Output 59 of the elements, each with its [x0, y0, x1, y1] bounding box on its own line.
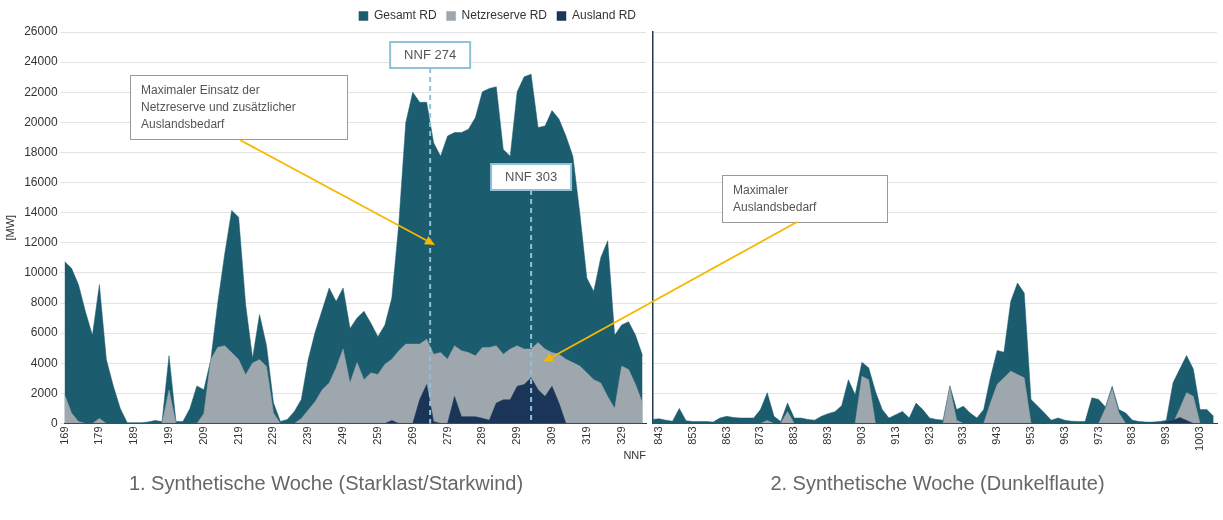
callout-box: Maximaler Einsatz der Netzreserve und zusätzlicher Auslandsbedarf: [130, 75, 348, 140]
y-tick-label: 24000: [24, 54, 58, 69]
y-tick-label: 2000: [30, 385, 58, 400]
x-tick-label: 199: [162, 426, 175, 445]
y-tick-label: 14000: [24, 204, 58, 219]
callout-box: Maximaler Auslandsbedarf: [722, 175, 888, 223]
x-tick-label: 299: [510, 426, 523, 445]
x-tick-label: 279: [440, 426, 453, 445]
y-tick-label: 6000: [30, 325, 58, 340]
x-tick-label: 329: [614, 426, 627, 445]
legend-label: Netzreserve RD: [461, 8, 548, 23]
x-tick-label: 309: [545, 426, 558, 445]
ref-line-label: NNF 274: [404, 46, 457, 62]
legend-label: Gesamt RD: [373, 8, 437, 23]
x-tick-label: 169: [57, 426, 70, 445]
x-tick-label: 319: [579, 426, 592, 445]
text: 1. Synthetische Woche (Starklast/Starkwind): [127, 472, 525, 495]
y-tick-label: 12000: [24, 235, 58, 250]
x-tick-label: 933: [956, 426, 969, 445]
x-tick-label: 239: [301, 426, 314, 445]
y-tick-label: 16000: [24, 174, 58, 189]
x-axis-title: NNF: [623, 449, 647, 462]
x-tick-label: 873: [753, 426, 766, 445]
y-tick-label: 0: [50, 415, 58, 430]
y-axis-title: [MW]: [3, 214, 16, 241]
x-tick-label: 289: [475, 426, 488, 445]
x-tick-label: 913: [888, 426, 901, 445]
x-tick-label: 853: [685, 426, 698, 445]
x-tick-label: 903: [854, 426, 867, 445]
x-tick-label: 883: [787, 426, 800, 445]
x-tick-label: 993: [1159, 426, 1172, 445]
x-tick-label: 893: [821, 426, 834, 445]
x-tick-label: 843: [652, 426, 665, 445]
x-tick-label: 229: [266, 426, 279, 445]
y-tick-label: 26000: [24, 24, 58, 39]
x-tick-label: 953: [1024, 426, 1037, 445]
x-tick-label: 973: [1091, 426, 1104, 445]
x-tick-label: 269: [405, 426, 418, 445]
x-tick-label: 923: [922, 426, 935, 445]
x-tick-label: 863: [719, 426, 732, 445]
x-tick-label: 943: [990, 426, 1003, 445]
y-tick-label: 20000: [24, 114, 58, 129]
x-tick-label: 179: [92, 426, 105, 445]
y-tick-label: 10000: [24, 265, 58, 280]
legend-label: Ausland RD: [571, 8, 637, 23]
text: 2. Synthetische Woche (Dunkelflaute): [769, 472, 1106, 495]
y-tick-label: 22000: [24, 84, 58, 99]
x-tick-label: 259: [370, 426, 383, 445]
x-tick-label: 983: [1125, 426, 1138, 445]
x-tick-label: 189: [127, 426, 140, 445]
x-tick-label: 249: [336, 426, 349, 445]
y-tick-label: 8000: [30, 295, 58, 310]
x-tick-label: 219: [231, 426, 244, 445]
y-tick-label: 18000: [24, 144, 58, 159]
ref-line-label: NNF 303: [505, 168, 558, 184]
x-tick-label: 209: [196, 426, 209, 445]
x-tick-label: 1003: [1193, 426, 1206, 451]
x-tick-label: 963: [1057, 426, 1070, 445]
y-tick-label: 4000: [30, 355, 58, 370]
